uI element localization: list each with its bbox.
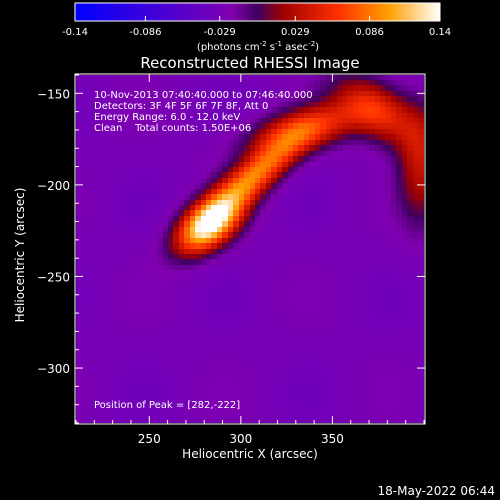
colorbar-tick-label: 0.086 (355, 27, 384, 38)
colorbar-tick-label: -0.14 (62, 27, 88, 38)
colorbar-ticks: -0.14 -0.086 -0.029 0.029 0.086 0.14 (62, 16, 451, 38)
heatmap-image (76, 75, 424, 423)
x-axis-label: Heliocentric X (arcsec) (182, 447, 318, 461)
colorbar-tick-label: 0.14 (429, 27, 451, 38)
colorbar-tick-label: -0.086 (129, 27, 161, 38)
y-tick-label: −250 (37, 270, 70, 284)
colorbar (74, 2, 441, 22)
info-line-energy: Energy Range: 6.0 - 12.0 keV (94, 112, 240, 123)
colorbar-tick-label: -0.029 (204, 27, 236, 38)
info-line-counts: Clean Total counts: 1.50E+06 (94, 123, 251, 134)
x-tick-label: 300 (229, 432, 252, 446)
plot-frame (74, 73, 426, 425)
y-axis-label: Heliocentric Y (arcsec) (13, 188, 27, 323)
x-tick-label: 250 (138, 432, 161, 446)
x-tick-label: 350 (321, 432, 344, 446)
colorbar-unit-label: (photons cm-2 s-1 asec-2) (197, 40, 319, 53)
colorbar-tick-label: 0.029 (281, 27, 310, 38)
date-stamp: 18-May-2022 06:44 (378, 484, 495, 498)
y-tick-label: −200 (37, 179, 70, 193)
peak-position-label: Position of Peak = [282,-222] (94, 400, 240, 411)
y-tick-label: −300 (37, 362, 70, 376)
y-tick-label: −150 (37, 87, 70, 101)
info-line-detectors: Detectors: 3F 4F 5F 6F 7F 8F, Att 0 (94, 101, 268, 112)
info-line-time: 10-Nov-2013 07:40:40.000 to 07:46:40.000 (94, 90, 313, 101)
axis-ticks: 250 300 350 −150 −200 −250 −300 (37, 74, 425, 446)
chart-title: Reconstructed RHESSI Image (140, 54, 359, 72)
